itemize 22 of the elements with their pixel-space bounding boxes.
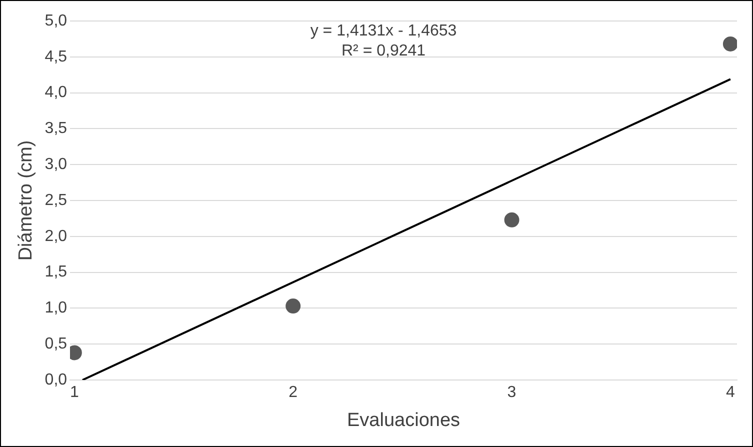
y-tick-label: 2,5 (44, 192, 68, 209)
y-tick-label: 2,0 (44, 228, 68, 245)
y-tick-label: 4,5 (44, 48, 68, 66)
y-tick-label: 3,0 (44, 156, 68, 174)
y-tick-label: 3,5 (44, 120, 68, 138)
y-tick-label: 1,5 (44, 264, 68, 281)
y-tick-label: 5,0 (44, 12, 68, 30)
x-tick-label: 2 (288, 384, 298, 402)
x-tick-label: 3 (507, 384, 516, 402)
y-tick-label: 0,5 (44, 336, 68, 353)
y-tick-label: 0,0 (44, 371, 68, 388)
x-tick-label: 1 (70, 384, 79, 402)
y-tick-label: 4,0 (44, 84, 68, 102)
y-tick-label: 1,0 (44, 300, 68, 317)
annotation: R² = 0,9241 (341, 42, 426, 60)
annotation: y = 1,4131x - 1,4653 (310, 22, 457, 40)
x-tick-label: 4 (726, 384, 735, 402)
x-axis-title: Evaluaciones (347, 410, 460, 431)
point (286, 298, 301, 314)
point (504, 212, 520, 228)
y-axis-title: Diámetro (cm) (16, 140, 37, 261)
point (722, 36, 737, 52)
